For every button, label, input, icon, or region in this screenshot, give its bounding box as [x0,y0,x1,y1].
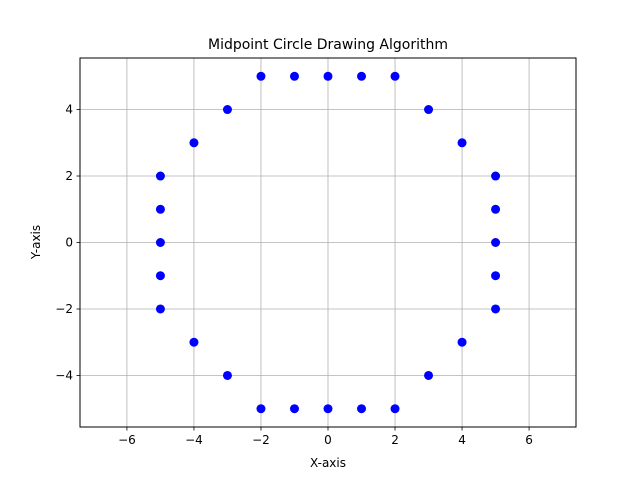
x-tick-label: −4 [185,433,203,447]
x-tick-label: 2 [391,433,399,447]
data-point [155,304,165,314]
data-point [457,337,467,347]
chart-title: Midpoint Circle Drawing Algorithm [208,37,448,53]
data-point [222,370,232,380]
data-point [222,105,232,115]
data-point [189,138,199,148]
data-point [155,171,165,181]
data-point [491,171,501,181]
y-axis-ticks: −4 −2 0 2 4 [55,103,80,382]
y-tick-label: 2 [65,169,73,183]
data-point [256,71,266,81]
data-point [256,404,266,414]
y-tick-label: 4 [65,103,73,117]
data-point [289,404,299,414]
data-point [491,271,501,281]
data-point [323,404,333,414]
data-point [457,138,467,148]
data-point [323,71,333,81]
x-axis-label: X-axis [310,456,346,470]
x-axis-ticks: −6 −4 −2 0 2 4 6 [118,427,533,447]
data-point [491,304,501,314]
data-point [491,204,501,214]
data-point [390,71,400,81]
y-tick-label: −2 [55,302,73,316]
data-point [155,238,165,247]
data-point [491,238,501,247]
data-point [189,337,199,347]
data-point [390,404,400,414]
y-tick-label: 0 [65,236,73,250]
data-point [424,105,434,115]
data-point [357,404,367,414]
data-point [357,71,367,81]
data-point [155,204,165,214]
data-points [155,71,501,414]
data-point [424,370,434,380]
x-tick-label: 6 [525,433,533,447]
data-point [155,271,165,281]
data-point [289,71,299,81]
x-tick-label: −6 [118,433,136,447]
y-axis-label: Y-axis [29,225,43,260]
x-tick-label: 4 [458,433,466,447]
x-tick-label: −2 [252,433,270,447]
x-tick-label: 0 [324,433,332,447]
y-tick-label: −4 [55,368,73,382]
